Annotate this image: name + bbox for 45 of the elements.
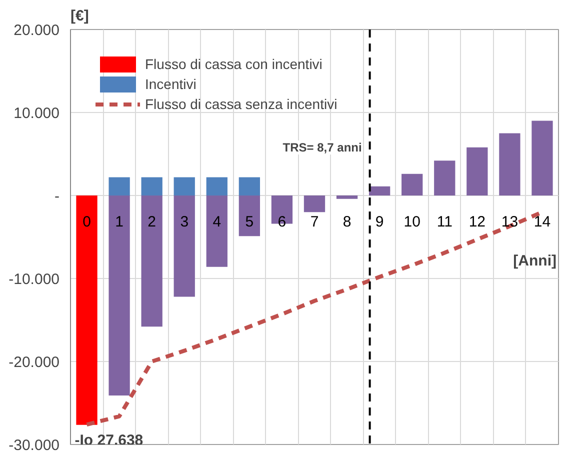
- bar: [141, 177, 162, 196]
- legend-label: Flusso di cassa senza incentivi: [145, 96, 338, 112]
- y-tick-label: 20.000: [14, 22, 60, 39]
- bar: [368, 186, 390, 196]
- y-tick-label: -20.000: [8, 354, 60, 371]
- x-tick-label: 12: [468, 214, 486, 230]
- legend-label: Flusso di cassa con incentivi: [145, 56, 322, 72]
- bar: [108, 196, 130, 396]
- bar: [76, 196, 98, 425]
- x-axis-title: [Anni]: [513, 252, 557, 270]
- bar: [206, 177, 228, 196]
- x-tick-label: 3: [180, 214, 189, 230]
- y-tick-label: -30.000: [8, 437, 60, 454]
- x-tick-label: 1: [115, 214, 124, 230]
- x-tick-label: 5: [245, 214, 254, 230]
- bar: [304, 196, 326, 212]
- x-tick-label: 8: [342, 214, 352, 230]
- y-tick-label: -10.000: [8, 271, 60, 288]
- bar: [336, 196, 358, 199]
- x-tick-label: 7: [310, 214, 319, 230]
- ref-line-label: TRS= 8,7 anni: [282, 140, 362, 154]
- bar: [174, 177, 195, 196]
- bar: [402, 174, 423, 196]
- bar: [466, 147, 488, 196]
- x-tick-label: 13: [501, 214, 518, 230]
- x-tick-label: 14: [534, 214, 551, 230]
- y-tick-label: 10.000: [14, 105, 60, 122]
- bar: [434, 160, 456, 196]
- x-tick-label: 0: [82, 214, 91, 230]
- bar: [108, 177, 130, 196]
- bar: [141, 196, 162, 327]
- bar: [532, 120, 553, 196]
- y-axis-title: [€]: [70, 8, 89, 24]
- y-tick-label: -: [54, 188, 60, 205]
- x-tick-label: 9: [375, 214, 384, 230]
- bar: [238, 196, 260, 236]
- bar: [238, 177, 260, 196]
- x-tick-label: 2: [148, 214, 156, 230]
- x-tick-label: 10: [404, 214, 420, 230]
- bar: [206, 196, 228, 267]
- bar: [499, 133, 520, 196]
- legend-label: Incentivi: [145, 76, 196, 92]
- bar: [174, 196, 195, 297]
- x-tick-label: 11: [436, 214, 452, 230]
- x-tick-label: 4: [212, 214, 222, 230]
